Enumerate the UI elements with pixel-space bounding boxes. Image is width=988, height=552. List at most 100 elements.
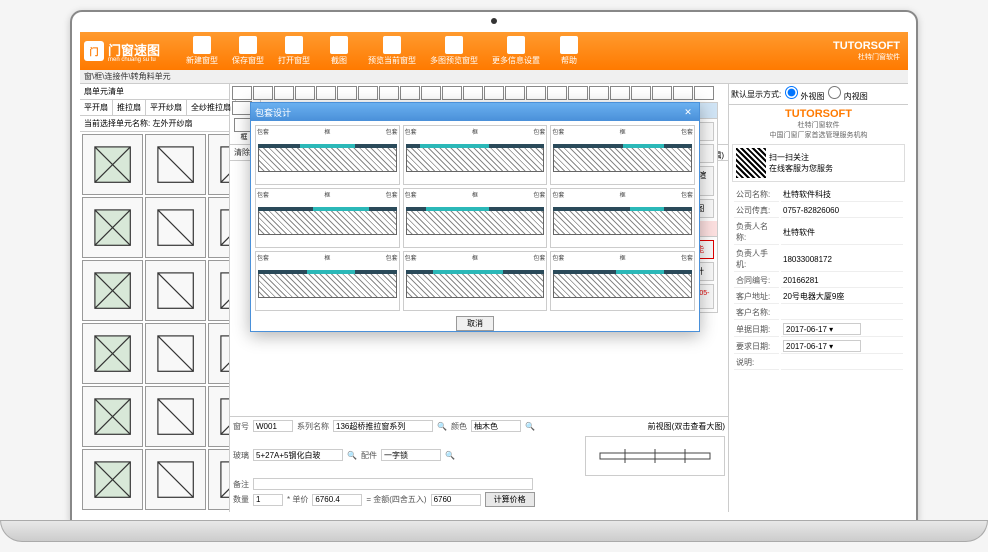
shape-cell[interactable] [145, 134, 206, 195]
ribbon-btn-7[interactable]: 帮助 [548, 34, 590, 68]
total-label: = 金额(四舍五入) [366, 494, 426, 505]
shape-cell[interactable] [208, 134, 229, 195]
shape-cell[interactable] [82, 449, 143, 510]
profile-shape-icon[interactable] [547, 86, 567, 100]
package-option-2[interactable]: 包套框包套 [550, 125, 695, 185]
shape-cell[interactable] [145, 449, 206, 510]
profile-shape-icon[interactable] [673, 86, 693, 100]
app-logo: 门 门窗速图 men chuang su tu [84, 40, 160, 63]
package-option-7[interactable]: 包套框包套 [403, 251, 548, 311]
info-row: 合同编号:20166281 [734, 274, 903, 288]
shape-cell[interactable] [145, 386, 206, 447]
ribbon-btn-6[interactable]: 更多信息设置 [486, 34, 546, 68]
profile-shape-icon[interactable] [631, 86, 651, 100]
cancel-button[interactable]: 取消 [456, 316, 494, 331]
action-item[interactable]: 清除 [234, 147, 250, 158]
color-input[interactable] [471, 420, 521, 432]
series-input[interactable] [333, 420, 433, 432]
radio-outside[interactable]: 外视图 [785, 86, 824, 102]
package-option-8[interactable]: 包套框包套 [550, 251, 695, 311]
profile-shape-icon[interactable] [484, 86, 504, 100]
package-option-6[interactable]: 包套框包套 [255, 251, 400, 311]
package-option-3[interactable]: 包套框包套 [255, 188, 400, 248]
note-input[interactable] [253, 478, 533, 490]
profile-shape-icon[interactable] [274, 86, 294, 100]
tab-3[interactable]: 全纱推拉扇 [187, 100, 236, 115]
ribbon-icon [193, 36, 211, 54]
profile-shape-icon[interactable] [379, 86, 399, 100]
shape-cell[interactable] [145, 323, 206, 384]
package-option-0[interactable]: 包套框包套 [255, 125, 400, 185]
radio-inside[interactable]: 内视图 [828, 86, 867, 102]
profile-shape-icon[interactable] [589, 86, 609, 100]
profile-shape-icon[interactable] [610, 86, 630, 100]
date-dropdown[interactable]: 2017-06-17 ▾ [783, 340, 861, 352]
info-row: 客户地址:20号电器大厦9座 [734, 290, 903, 304]
profile-shape-icon[interactable] [232, 86, 252, 100]
profile-shape-icon[interactable] [295, 86, 315, 100]
qr-block: 扫一扫关注 在线客服为您服务 [732, 144, 905, 182]
info-row: 负责人手机:18033008172 [734, 247, 903, 272]
glass-input[interactable] [253, 449, 343, 461]
shape-cell[interactable] [208, 197, 229, 258]
shape-cell[interactable] [208, 323, 229, 384]
shape-cell[interactable] [145, 197, 206, 258]
preview-thumbnail[interactable] [585, 436, 725, 476]
qty-input[interactable] [253, 494, 283, 506]
bottom-form: 窗号 系列名称 🔍 颜色 🔍 前视图(双击查看大图) 玻璃 [230, 416, 728, 512]
profile-shape-icon[interactable] [463, 86, 483, 100]
profile-shape-icon[interactable] [400, 86, 420, 100]
profile-shape-icon[interactable] [337, 86, 357, 100]
ribbon-btn-3[interactable]: 截图 [318, 34, 360, 68]
package-option-4[interactable]: 包套框包套 [403, 188, 548, 248]
ribbon-btn-4[interactable]: 预览当前窗型 [362, 34, 422, 68]
ribbon-btn-0[interactable]: 新建窗型 [180, 34, 224, 68]
shape-cell[interactable] [82, 260, 143, 321]
shape-cell[interactable] [82, 197, 143, 258]
package-option-1[interactable]: 包套框包套 [403, 125, 548, 185]
right-panel: 默认显示方式: 外视图 内视图 TUTORSOFT 杜特门窗软件 中国门窗厂家首… [728, 84, 908, 512]
profile-shape-icon[interactable] [232, 101, 252, 115]
total-input[interactable] [431, 494, 481, 506]
profile-shape-icon[interactable] [253, 86, 273, 100]
profile-shape-icon[interactable] [694, 86, 714, 100]
shape-cell[interactable] [208, 260, 229, 321]
dialog-title: 包套设计 [255, 106, 291, 119]
calc-price-button[interactable]: 计算价格 [485, 492, 535, 507]
info-row: 公司名称:杜特软件科技 [734, 188, 903, 202]
shape-cell[interactable] [145, 260, 206, 321]
profile-shape-icon[interactable] [442, 86, 462, 100]
shape-cell[interactable] [208, 386, 229, 447]
ribbon-btn-1[interactable]: 保存窗型 [226, 34, 270, 68]
package-option-5[interactable]: 包套框包套 [550, 188, 695, 248]
parts-input[interactable] [381, 449, 441, 461]
left-panel: 扇单元清单 平开扇推拉扇平开纱扇全纱推拉扇单扇 当前选择单元名称: 左外开纱扇 [80, 84, 230, 512]
info-row: 负责人名称:杜特软件 [734, 220, 903, 245]
shape-cell[interactable] [82, 134, 143, 195]
list-label: 扇单元清单 [80, 84, 229, 100]
window-no-input[interactable] [253, 420, 293, 432]
info-row: 客户名称: [734, 306, 903, 320]
profile-shape-icon[interactable] [526, 86, 546, 100]
profile-shape-icon[interactable] [505, 86, 525, 100]
profile-shape-icon[interactable] [568, 86, 588, 100]
profile-shape-icon[interactable] [358, 86, 378, 100]
shape-cell[interactable] [82, 323, 143, 384]
profile-shape-icon[interactable] [316, 86, 336, 100]
tab-0[interactable]: 平开扇 [80, 100, 113, 115]
date-dropdown[interactable]: 2017-06-17 ▾ [783, 323, 861, 335]
ribbon-btn-5[interactable]: 多图预览窗型 [424, 34, 484, 68]
tab-2[interactable]: 平开纱扇 [146, 100, 187, 115]
shape-cell[interactable] [208, 449, 229, 510]
company-info-table: 公司名称:杜特软件科技公司传真:0757-82826060负责人名称:杜特软件负… [732, 186, 905, 372]
profile-shape-icon[interactable] [421, 86, 441, 100]
color-label: 颜色 [451, 421, 467, 432]
price-input[interactable] [312, 494, 362, 506]
unit-tabs: 平开扇推拉扇平开纱扇全纱推拉扇单扇 [80, 100, 229, 116]
ribbon-btn-2[interactable]: 打开窗型 [272, 34, 316, 68]
profile-shape-icon[interactable] [652, 86, 672, 100]
app-pinyin: men chuang su tu [108, 57, 160, 63]
tab-1[interactable]: 推拉扇 [113, 100, 146, 115]
close-icon[interactable]: ✕ [681, 107, 695, 118]
shape-cell[interactable] [82, 386, 143, 447]
